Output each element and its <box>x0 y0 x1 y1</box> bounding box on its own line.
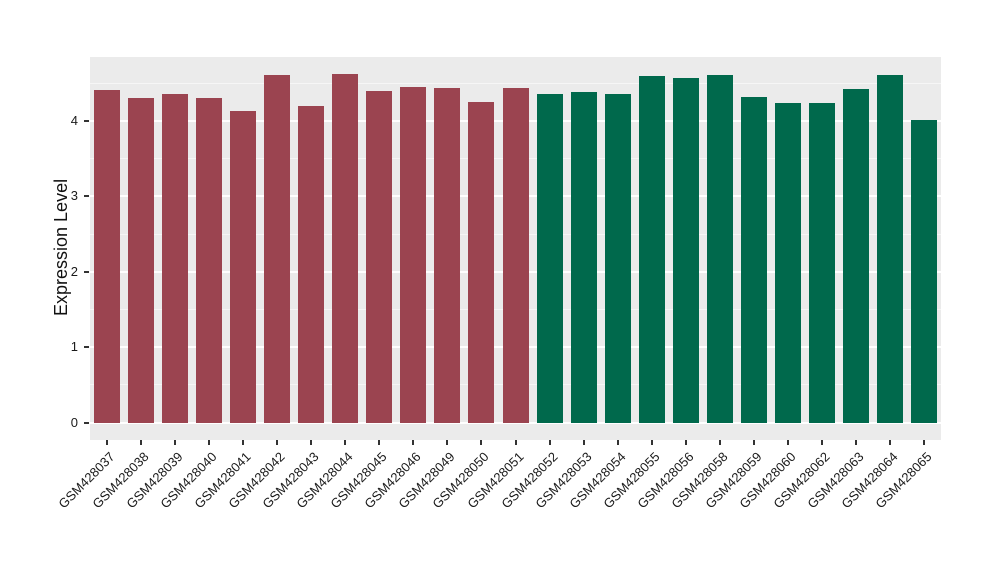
bar-GSM428063 <box>842 89 869 423</box>
x-tick-mark <box>412 440 415 445</box>
y-tick-mark <box>84 195 89 198</box>
y-tick-label-0: 0 <box>70 414 78 430</box>
y-tick-mark <box>84 421 89 424</box>
x-tick-mark <box>514 440 517 445</box>
y-tick-label-1: 1 <box>70 339 78 355</box>
y-tick-mark <box>84 270 89 273</box>
bar-GSM428056 <box>672 78 699 423</box>
bar-GSM428062 <box>808 102 835 423</box>
bar-GSM428064 <box>876 75 903 423</box>
x-tick-mark <box>446 440 449 445</box>
x-tick-mark <box>174 440 177 445</box>
x-tick-mark <box>208 440 211 445</box>
x-tick-mark <box>310 440 313 445</box>
bar-GSM428045 <box>366 90 393 423</box>
x-tick-mark <box>480 440 483 445</box>
x-tick-mark <box>276 440 279 445</box>
x-tick-mark <box>786 440 789 445</box>
x-tick-mark <box>344 440 347 445</box>
x-tick-mark <box>820 440 823 445</box>
bar-GSM428058 <box>706 75 733 423</box>
bar-GSM428041 <box>230 111 257 423</box>
y-tick-label-2: 2 <box>70 263 78 279</box>
bar-GSM428050 <box>468 102 495 423</box>
x-tick-mark <box>752 440 755 445</box>
x-tick-mark <box>140 440 143 445</box>
x-tick-mark <box>616 440 619 445</box>
x-tick-mark <box>718 440 721 445</box>
y-tick-mark <box>84 120 89 123</box>
bar-GSM428038 <box>128 98 155 423</box>
x-tick-mark <box>378 440 381 445</box>
bar-GSM428052 <box>536 93 563 423</box>
bar-GSM428046 <box>400 87 427 423</box>
bar-GSM428042 <box>264 75 291 423</box>
bar-GSM428060 <box>774 102 801 423</box>
bar-GSM428059 <box>740 96 767 423</box>
y-tick-label-3: 3 <box>70 188 78 204</box>
x-tick-mark <box>242 440 245 445</box>
bar-GSM428043 <box>298 106 325 423</box>
x-tick-mark <box>922 440 925 445</box>
bar-GSM428040 <box>196 98 223 423</box>
bar-GSM428054 <box>604 93 631 423</box>
x-tick-mark <box>582 440 585 445</box>
bar-GSM428049 <box>434 87 461 423</box>
bar-GSM428039 <box>162 93 189 423</box>
bar-GSM428053 <box>570 92 597 423</box>
y-tick-mark <box>84 346 89 349</box>
x-tick-mark <box>548 440 551 445</box>
bar-GSM428051 <box>502 87 529 423</box>
plot-panel <box>90 57 941 440</box>
x-tick-mark <box>106 440 109 445</box>
x-tick-mark <box>888 440 891 445</box>
bar-GSM428055 <box>638 75 665 423</box>
bar-GSM428044 <box>332 74 359 423</box>
gridline-major <box>90 421 941 424</box>
x-tick-mark <box>650 440 653 445</box>
x-tick-mark <box>854 440 857 445</box>
bar-GSM428065 <box>910 120 937 423</box>
gridline-minor <box>90 82 941 84</box>
x-tick-mark <box>684 440 687 445</box>
bar-GSM428037 <box>94 90 121 423</box>
y-tick-label-4: 4 <box>70 113 78 129</box>
